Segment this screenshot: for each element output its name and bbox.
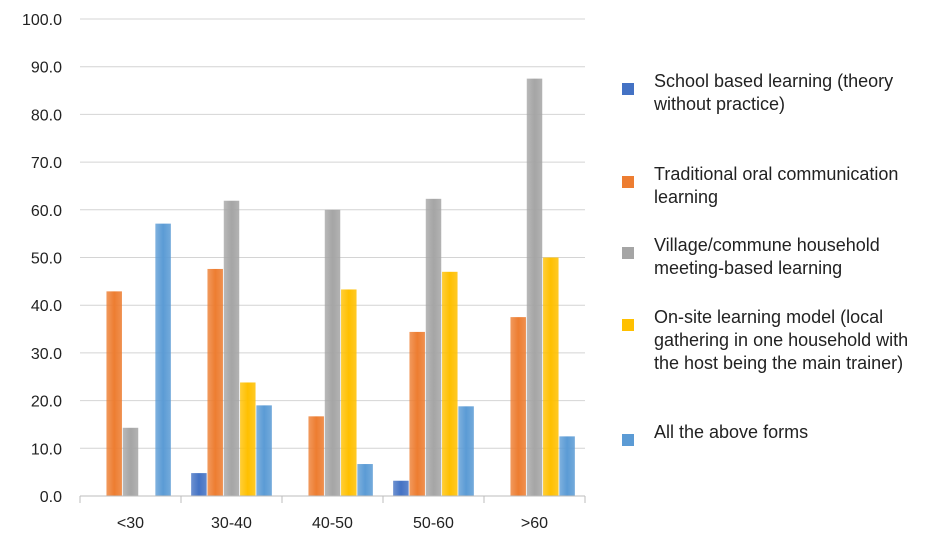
bar-series-2-50-60 xyxy=(409,331,425,496)
bar-series-5-<30 xyxy=(155,223,171,496)
legend-item-oral: Traditional oral communication learning xyxy=(622,163,919,209)
bar-series-2-30-40 xyxy=(207,268,223,496)
legend-label-onsite: On-site learning model (local gathering … xyxy=(654,307,909,373)
legend-swatch-onsite xyxy=(622,319,634,331)
bar-series-1-50-60 xyxy=(393,480,409,496)
bar-series-1-30-40 xyxy=(191,473,207,496)
y-tick-label: 60.0 xyxy=(31,203,62,220)
y-tick-label: 100.0 xyxy=(22,12,62,29)
bar-series-5-40-50 xyxy=(357,464,373,496)
y-tick-label: 10.0 xyxy=(31,441,62,458)
y-tick-label: 20.0 xyxy=(31,394,62,411)
bar-series-3-40-50 xyxy=(324,209,341,497)
y-tick-label: 30.0 xyxy=(31,346,62,363)
bar-series-2-<30 xyxy=(106,291,122,496)
y-axis-ticks: 0.0 10.0 20.0 30.0 40.0 50.0 60.0 70.0 80.0 90.0 1… xyxy=(22,12,62,506)
bar-series-2-40-50 xyxy=(308,416,324,496)
bar-series-3->60 xyxy=(526,78,543,496)
y-tick-label: 50.0 xyxy=(31,251,62,268)
legend-item-all: All the above forms xyxy=(622,421,919,446)
legend-label-school: School based learning (theory without pr… xyxy=(654,71,894,114)
legend-swatch-oral xyxy=(622,176,634,188)
x-tick-label: <30 xyxy=(117,515,144,532)
bar-series-2->60 xyxy=(510,317,526,496)
bar-series-4-50-60 xyxy=(442,271,458,496)
x-tick-label: 30-40 xyxy=(211,515,252,532)
x-tick-label: >60 xyxy=(521,515,548,532)
y-tick-label: 70.0 xyxy=(31,155,62,172)
legend-item-village: Village/commune household meeting-based … xyxy=(622,234,919,280)
y-tick-label: 90.0 xyxy=(31,60,62,77)
bar-series-4->60 xyxy=(543,257,559,496)
bar-series-4-30-40 xyxy=(240,382,256,496)
bars xyxy=(106,78,575,497)
x-tick-label: 50-60 xyxy=(413,515,454,532)
y-tick-label: 40.0 xyxy=(31,298,62,315)
x-tick-label: 40-50 xyxy=(312,515,353,532)
legend-label-all: All the above forms xyxy=(654,422,809,442)
y-tick-label: 80.0 xyxy=(31,107,62,124)
legend-swatch-all xyxy=(622,434,634,446)
legend-swatch-school xyxy=(622,83,634,95)
y-tick-label: 0.0 xyxy=(40,489,62,506)
x-axis: <30 30-40 40-50 50-60 >60 xyxy=(79,495,586,532)
bar-series-5-30-40 xyxy=(256,405,272,496)
legend-item-school: School based learning (theory without pr… xyxy=(622,70,919,116)
legend-swatch-village xyxy=(622,247,634,259)
legend-item-onsite: On-site learning model (local gathering … xyxy=(622,306,919,375)
bar-series-3-<30 xyxy=(122,427,139,496)
bar-chart: 0.0 10.0 20.0 30.0 40.0 50.0 60.0 70.0 80.0 90.0 1… xyxy=(22,12,586,532)
bar-series-3-50-60 xyxy=(425,198,442,497)
bar-series-3-30-40 xyxy=(223,200,240,496)
bar-series-5-50-60 xyxy=(458,406,474,496)
bar-series-5->60 xyxy=(559,436,575,496)
legend-label-village: Village/commune household meeting-based … xyxy=(654,235,880,278)
legend-label-oral: Traditional oral communication learning xyxy=(654,164,899,207)
bar-series-4-40-50 xyxy=(341,289,357,496)
